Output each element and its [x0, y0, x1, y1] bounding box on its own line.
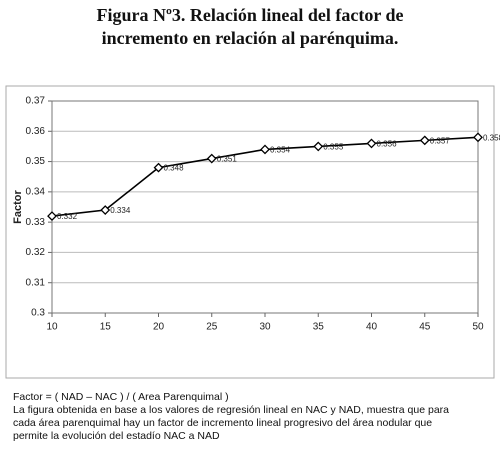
x-tick-label: 50 — [472, 322, 484, 333]
y-tick-label: 0.31 — [26, 277, 46, 288]
y-tick-label: 0.33 — [26, 217, 46, 228]
marker — [260, 144, 270, 155]
note-line: cada área parenquimal hay un factor de i… — [13, 417, 433, 429]
chart-frame — [5, 85, 495, 379]
notes: Factor = ( NAD – NAC ) / ( Area Parenqui… — [13, 391, 498, 443]
value-label: 0.351 — [217, 155, 238, 164]
value-label: 0.356 — [377, 140, 398, 149]
value-label: 0.332 — [57, 212, 78, 221]
y-tick-label: 0.36 — [26, 126, 46, 137]
value-label: 0.354 — [270, 146, 291, 155]
marker — [313, 141, 324, 152]
value-label: 0.358 — [483, 133, 500, 142]
chart-title: Figura Nº3. Relación lineal del factor d… — [96, 5, 404, 48]
note-line: permite la evolución del estadío NAC a N… — [13, 430, 220, 442]
note-line: Factor = ( NAD – NAC ) / ( Area Parenqui… — [13, 391, 229, 403]
value-label: 0.334 — [110, 206, 131, 215]
marker — [47, 211, 57, 222]
value-label: 0.355 — [323, 143, 344, 152]
y-tick-label: 0.32 — [26, 247, 46, 258]
x-tick-label: 40 — [366, 322, 378, 333]
value-label: 0.348 — [164, 164, 185, 173]
marker — [100, 205, 111, 215]
y-tick-label: 0.37 — [26, 96, 46, 107]
y-tick-label: 0.3 — [31, 308, 45, 319]
x-tick-label: 35 — [313, 322, 325, 333]
x-tick-label: 25 — [206, 322, 218, 333]
x-tick-label: 10 — [46, 322, 58, 333]
x-tick-label: 45 — [419, 322, 431, 333]
marker — [419, 135, 430, 146]
x-tick-label: 15 — [100, 322, 112, 333]
y-tick-label: 0.34 — [26, 186, 46, 197]
x-tick-label: 30 — [259, 322, 271, 333]
y-axis-label: Factor — [12, 189, 24, 223]
value-label: 0.357 — [430, 136, 451, 145]
marker — [473, 132, 483, 143]
marker — [366, 138, 377, 149]
y-tick-label: 0.35 — [26, 156, 46, 167]
marker — [153, 162, 164, 173]
note-line: La figura obtenida en base a los valores… — [13, 404, 450, 416]
chart: Factor 0.3 0.31 0.32 0.33 0.34 0.35 0.36 0.37 10… — [5, 85, 500, 379]
marker — [206, 153, 217, 164]
x-tick-label: 20 — [153, 322, 165, 333]
